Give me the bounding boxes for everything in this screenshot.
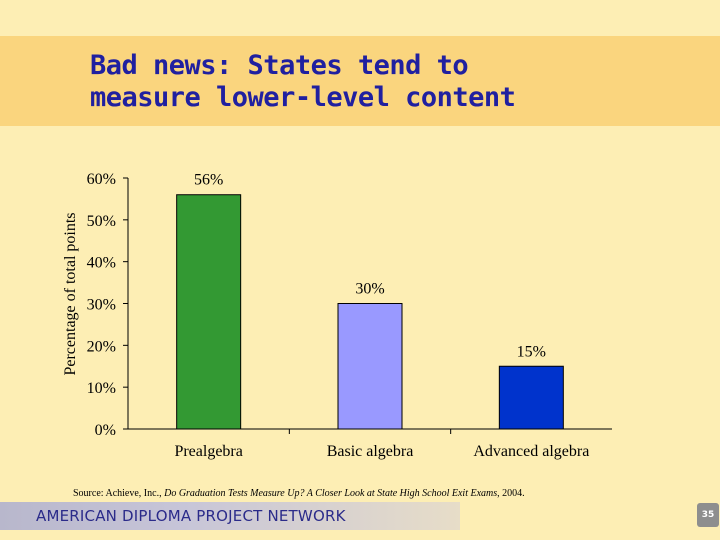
x-category-label: Basic algebra — [327, 443, 414, 460]
bar-data-label: 15% — [517, 343, 546, 360]
bar-data-label: 56% — [194, 172, 223, 189]
bar — [337, 303, 403, 430]
y-tick-label: 0% — [95, 422, 116, 439]
slide-title-line-2: measure lower-level content — [90, 82, 516, 113]
title-band — [0, 36, 720, 126]
x-category-label: Prealgebra — [174, 443, 242, 460]
source-prefix: Source: Achieve, Inc., — [73, 488, 165, 499]
source-note: Source: Achieve, Inc., Do Graduation Tes… — [73, 488, 525, 499]
bar-data-label: 30% — [355, 281, 384, 298]
bar — [176, 194, 242, 430]
y-tick-label: 50% — [87, 213, 116, 230]
x-category-label: Advanced algebra — [473, 443, 589, 460]
y-tick-label: 20% — [87, 338, 116, 355]
source-title: Do Graduation Tests Measure Up? A Closer… — [164, 488, 498, 499]
bar-chart: Percentage of total points 0% 10% 20% 30% 40… — [62, 171, 612, 460]
slide-title-line-1: Bad news: States tend to — [90, 50, 469, 81]
footer-text: AMERICAN DIPLOMA PROJECT NETWORK — [36, 507, 346, 525]
y-tick-label: 60% — [87, 171, 116, 188]
y-tick-label: 30% — [87, 297, 116, 314]
bar — [498, 365, 564, 430]
y-axis-label: Percentage of total points — [62, 212, 79, 375]
y-tick-label: 10% — [87, 380, 116, 397]
source-suffix: , 2004. — [497, 488, 525, 499]
slide-title: Bad news: States tend to measure lower-l… — [90, 50, 690, 114]
y-tick-label: 40% — [87, 255, 116, 272]
footer-bar: AMERICAN DIPLOMA PROJECT NETWORK — [0, 502, 460, 530]
page-number-badge: 35 — [697, 503, 719, 527]
